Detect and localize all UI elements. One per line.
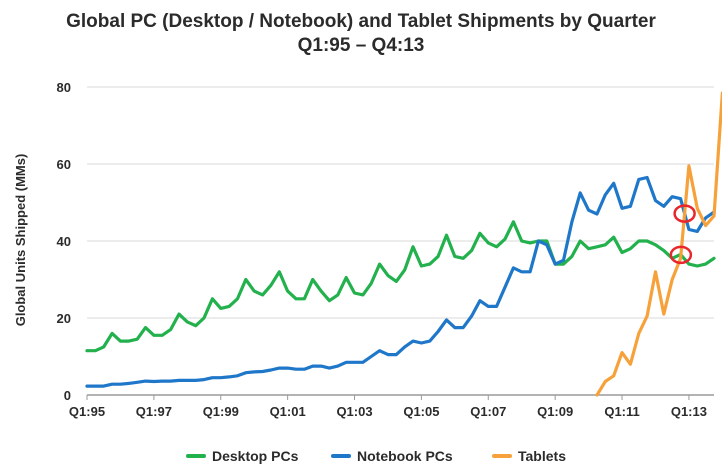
crossover-circle-tablets-vs-desktop bbox=[669, 245, 693, 265]
x-tick-label: Q1:13 bbox=[671, 404, 707, 419]
x-tick-label: Q1:97 bbox=[136, 404, 172, 419]
chart-title-block: Global PC (Desktop / Notebook) and Table… bbox=[0, 10, 722, 58]
series-line-notebook-pcs bbox=[85, 175, 716, 388]
y-axis-label: Global Units Shipped (MMs) bbox=[13, 154, 28, 327]
axes bbox=[86, 394, 714, 400]
x-tick-label: Q1:01 bbox=[270, 404, 306, 419]
x-tick-label: Q1:99 bbox=[203, 404, 239, 419]
y-tick-label: 60 bbox=[57, 157, 71, 172]
legend-item-notebook-pcs: Notebook PCs bbox=[331, 448, 453, 464]
y-tick-label: 20 bbox=[57, 311, 71, 326]
x-tick-label: Q1:09 bbox=[537, 404, 573, 419]
y-tick-label: 0 bbox=[64, 388, 71, 403]
y-tick-label: 40 bbox=[57, 234, 71, 249]
annotations bbox=[669, 204, 696, 265]
y-tick-labels: 0 20 40 60 80 bbox=[57, 80, 71, 403]
series-lines bbox=[85, 91, 722, 397]
x-tick-label: Q1:05 bbox=[403, 404, 439, 419]
chart-title: Global PC (Desktop / Notebook) and Table… bbox=[66, 11, 656, 32]
legend-label: Notebook PCs bbox=[357, 448, 453, 464]
legend-item-tablets: Tablets bbox=[492, 448, 566, 464]
legend-swatch bbox=[492, 454, 512, 458]
x-tick-label: Q1:07 bbox=[470, 404, 506, 419]
x-tick-labels: Q1:95 Q1:97 Q1:99 Q1:01 Q1:03 Q1:05 Q1:07 Q1:09… bbox=[69, 404, 707, 419]
crossover-circle-tablets-vs-notebook bbox=[673, 204, 696, 223]
legend: Desktop PCs Notebook PCs Tablets bbox=[0, 448, 722, 468]
y-tick-label: 80 bbox=[57, 80, 71, 95]
legend-swatch bbox=[186, 454, 206, 458]
legend-label: Desktop PCs bbox=[212, 448, 299, 464]
legend-item-desktop-pcs: Desktop PCs bbox=[186, 448, 298, 464]
x-tick-label: Q1:11 bbox=[604, 404, 639, 419]
series-line-tablets bbox=[595, 91, 722, 397]
x-tick-label: Q1:95 bbox=[69, 404, 105, 419]
x-tick-label: Q1:03 bbox=[336, 404, 372, 419]
legend-label: Tablets bbox=[518, 448, 566, 464]
chart-subtitle: Q1:95 – Q4:13 bbox=[297, 35, 425, 56]
legend-swatch bbox=[331, 454, 351, 458]
series-line-desktop-pcs bbox=[85, 220, 716, 353]
